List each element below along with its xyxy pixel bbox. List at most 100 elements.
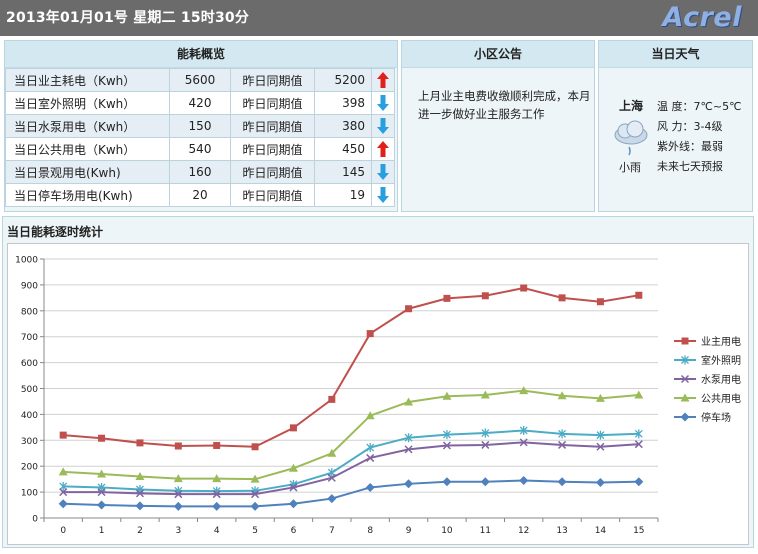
notice-title: 小区公告 — [402, 41, 594, 68]
data-point — [212, 490, 221, 499]
y-tick-label: 1000 — [15, 256, 38, 266]
data-point — [135, 489, 144, 498]
energy-today: 150 — [169, 114, 231, 138]
x-tick-label: 9 — [406, 526, 412, 536]
weather-uv: 紫外线：最弱 — [657, 140, 723, 153]
data-point — [136, 439, 144, 447]
y-tick-label: 400 — [21, 411, 38, 421]
x-tick-label: 3 — [175, 526, 181, 536]
x-tick-label: 4 — [214, 526, 220, 536]
top-bar: 2013年01月01号 星期二 15时30分 Acrel — [0, 0, 758, 36]
data-point — [480, 477, 490, 487]
data-point — [634, 390, 644, 399]
energy-today: 20 — [169, 183, 231, 207]
energy-yesterday: 19 — [314, 183, 372, 207]
compare-label: 昨日同期值 — [230, 183, 315, 207]
data-point — [289, 483, 298, 492]
energy-overview-title: 能耗概览 — [5, 41, 397, 68]
energy-today: 540 — [169, 137, 231, 161]
notice-text: 上月业主电费收缴顺利完成，本月进一步做好业主服务工作 — [418, 89, 591, 121]
compare-label: 昨日同期值 — [230, 91, 315, 115]
data-point — [519, 438, 528, 447]
data-point — [481, 428, 490, 438]
compare-label: 昨日同期值 — [230, 114, 315, 138]
x-tick-label: 7 — [329, 526, 335, 536]
weather-city: 上海 — [619, 99, 644, 113]
chart-title: 当日能耗逐时统计 — [7, 225, 104, 239]
data-point — [327, 494, 337, 504]
x-tick-label: 15 — [633, 526, 644, 536]
data-point — [558, 429, 567, 439]
data-point — [595, 478, 605, 488]
y-tick-label: 300 — [21, 437, 38, 447]
trend-up-arrow-icon — [371, 137, 395, 161]
trend-down-arrow-icon — [371, 91, 395, 115]
x-tick-label: 5 — [252, 526, 258, 536]
series-line — [63, 479, 639, 508]
weather-title: 当日天气 — [599, 41, 752, 68]
legend-marker — [680, 412, 690, 422]
weather-temp: 温 度：7℃~5℃ — [657, 100, 742, 113]
legend-label: 室外照明 — [701, 354, 741, 367]
data-point — [404, 479, 414, 489]
data-point — [365, 482, 375, 492]
y-tick-label: 100 — [21, 489, 38, 499]
data-point — [97, 469, 107, 478]
legend-label: 水泵用电 — [701, 373, 741, 386]
energy-label: 当日室外照明（Kwh） — [5, 91, 170, 115]
notice-panel: 小区公告 上月业主电费收缴顺利完成，本月进一步做好业主服务工作 — [401, 40, 595, 212]
data-point — [366, 330, 374, 338]
data-point — [288, 463, 298, 472]
x-tick-label: 1 — [99, 526, 105, 536]
y-tick-label: 200 — [21, 463, 38, 473]
energy-today: 5600 — [169, 68, 231, 92]
weather-forecast-link[interactable]: 未来七天预报 — [657, 160, 723, 173]
data-point — [519, 475, 529, 485]
legend-marker — [681, 337, 689, 345]
data-point — [59, 431, 67, 439]
data-point — [250, 474, 260, 483]
data-point — [634, 477, 644, 487]
data-point — [97, 488, 106, 497]
series-line — [63, 429, 639, 493]
x-tick-label: 14 — [595, 526, 607, 536]
energy-yesterday: 145 — [314, 160, 372, 184]
energy-row: 当日水泵用电（Kwh） 150 昨日同期值 380 — [5, 114, 395, 138]
x-tick-label: 0 — [60, 526, 66, 536]
data-point — [558, 294, 566, 302]
data-point — [519, 386, 529, 395]
data-point — [98, 434, 106, 442]
hourly-chart-panel: 当日能耗逐时统计 0 100 200 300 400 500 600 700 800 900 100… — [2, 216, 754, 548]
data-point — [212, 501, 222, 511]
data-point — [519, 425, 528, 435]
weather-panel: 当日天气 上海 小雨 温 度：7℃~5℃ 风 力：3-4级 紫外线：最弱 未来七… — [598, 40, 753, 212]
data-point — [443, 294, 451, 302]
data-point — [634, 429, 643, 439]
y-tick-label: 900 — [21, 281, 38, 291]
y-tick-label: 700 — [21, 333, 38, 343]
x-tick-label: 6 — [291, 526, 297, 536]
legend-label: 停车场 — [701, 411, 731, 424]
energy-yesterday: 380 — [314, 114, 372, 138]
compare-label: 昨日同期值 — [230, 137, 315, 161]
data-point — [404, 397, 414, 406]
series-line — [63, 441, 639, 496]
data-point — [173, 474, 183, 483]
energy-today: 160 — [169, 160, 231, 184]
data-point — [288, 499, 298, 509]
x-tick-label: 2 — [137, 526, 143, 536]
data-point — [596, 442, 605, 451]
data-point — [289, 424, 297, 432]
trend-down-arrow-icon — [371, 114, 395, 138]
energy-label: 当日景观用电(Kwh) — [5, 160, 170, 184]
compare-label: 昨日同期值 — [230, 160, 315, 184]
energy-row: 当日室外照明（Kwh） 420 昨日同期值 398 — [5, 91, 395, 115]
energy-label: 当日水泵用电（Kwh） — [5, 114, 170, 138]
energy-yesterday: 5200 — [314, 68, 372, 92]
data-point — [557, 391, 567, 400]
data-point — [635, 291, 643, 299]
data-point — [173, 501, 183, 511]
data-point — [442, 430, 451, 440]
chart-box: 0 100 200 300 400 500 600 700 800 900 1000 0 1 2 3 4 5 6 7… — [7, 243, 749, 545]
